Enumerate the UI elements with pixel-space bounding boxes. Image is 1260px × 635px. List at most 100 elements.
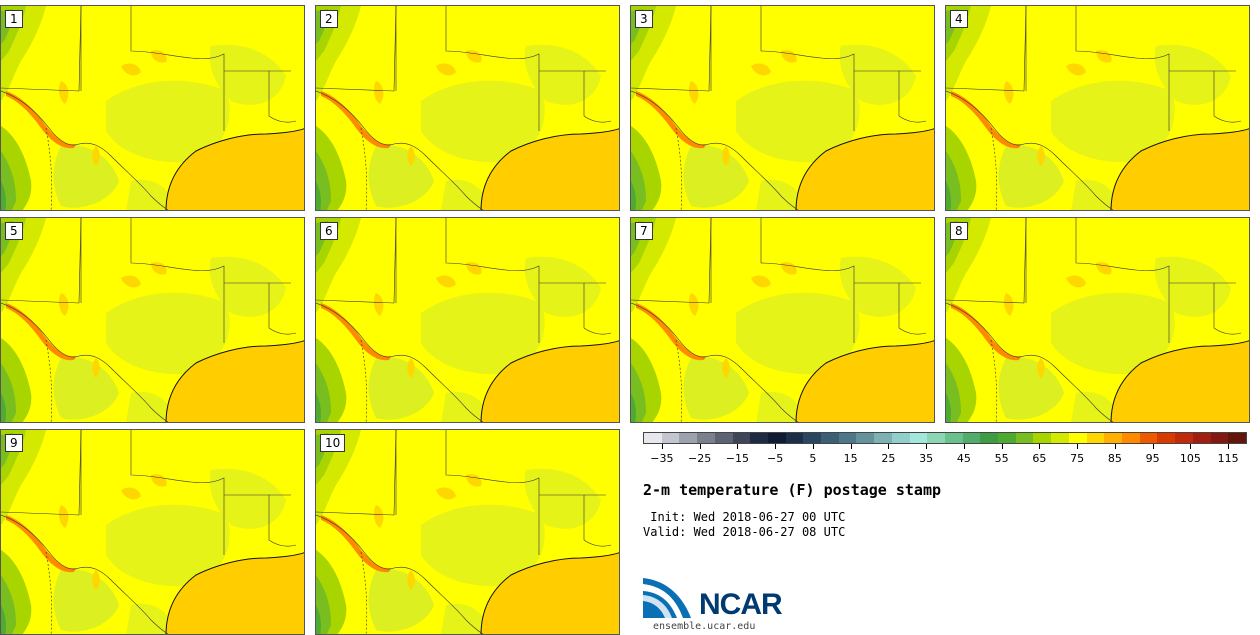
colorbar-segment — [891, 433, 910, 443]
ensemble-member-panel: 9 — [0, 429, 305, 635]
colorbar-tick-label: −5 — [767, 452, 784, 465]
member-number-label: 3 — [635, 10, 653, 28]
colorbar-segment — [1139, 433, 1158, 443]
colorbar-tick — [1228, 444, 1230, 449]
colorbar-tick — [1114, 444, 1116, 449]
ensemble-member-panel: 2 — [315, 5, 620, 211]
colorbar-segment — [1157, 433, 1176, 443]
colorbar-segment — [1121, 433, 1140, 443]
ensemble-member-panel: 5 — [0, 217, 305, 423]
colorbar-segment — [838, 433, 857, 443]
member-number-label: 6 — [320, 222, 338, 240]
colorbar-segment — [1015, 433, 1034, 443]
colorbar-tick-label: −15 — [725, 452, 749, 465]
ensemble-member-panel: 1 — [0, 5, 305, 211]
ensemble-member-panel: 6 — [315, 217, 620, 423]
colorbar-segment — [1210, 433, 1229, 443]
colorbar-tick — [1001, 444, 1003, 449]
member-number-label: 2 — [320, 10, 338, 28]
member-number-label: 9 — [5, 434, 23, 452]
colorbar-tick-label: −35 — [650, 452, 674, 465]
colorbar-segment — [1192, 433, 1211, 443]
colorbar-segment — [821, 433, 839, 443]
colorbar-segment — [1033, 433, 1052, 443]
temperature-map — [1, 6, 304, 210]
colorbar-tick — [1077, 444, 1079, 449]
logo-url: ensemble.ucar.edu — [653, 621, 756, 632]
colorbar-segment — [962, 433, 981, 443]
init-time: Init: Wed 2018-06-27 00 UTC — [643, 510, 846, 524]
member-number-label: 10 — [320, 434, 346, 452]
colorbar-tick-label: −25 — [688, 452, 712, 465]
colorbar-segment — [697, 433, 715, 443]
temperature-map — [631, 218, 934, 422]
temperature-map — [316, 6, 619, 210]
colorbar-segment — [998, 433, 1016, 443]
member-number-label: 4 — [950, 10, 968, 28]
temperature-map — [316, 430, 619, 634]
logo-name: NCAR — [699, 588, 783, 621]
temperature-map — [631, 6, 934, 210]
colorbar-segment — [1228, 433, 1246, 443]
colorbar-tick — [737, 444, 739, 449]
colorbar-tick — [1039, 444, 1041, 449]
colorbar-segment — [714, 433, 733, 443]
ncar-logo-icon — [643, 578, 691, 618]
ensemble-member-panel: 3 — [630, 5, 935, 211]
member-number-label: 1 — [5, 10, 23, 28]
colorbar-segment — [909, 433, 928, 443]
temperature-map — [946, 6, 1249, 210]
colorbar-tick — [1190, 444, 1192, 449]
colorbar-tick — [926, 444, 928, 449]
colorbar-tick-label: 75 — [1070, 452, 1085, 465]
temperature-map — [316, 218, 619, 422]
colorbar-tick — [661, 444, 663, 449]
colorbar-segment — [980, 433, 999, 443]
ensemble-member-panel: 7 — [630, 217, 935, 423]
colorbar-segment — [1051, 433, 1069, 443]
colorbar-segment — [856, 433, 875, 443]
colorbar-segment — [1086, 433, 1105, 443]
valid-time: Valid: Wed 2018-06-27 08 UTC — [643, 525, 846, 539]
temperature-map — [1, 218, 304, 422]
colorbar-tick-label: 45 — [956, 452, 971, 465]
colorbar-segment — [785, 433, 804, 443]
colorbar-tick-label: 115 — [1217, 452, 1239, 465]
colorbar-segment — [803, 433, 822, 443]
colorbar-segment — [767, 433, 786, 443]
colorbar-tick — [888, 444, 890, 449]
member-number-label: 5 — [5, 222, 23, 240]
colorbar-segment — [679, 433, 698, 443]
colorbar-tick — [775, 444, 777, 449]
colorbar-tick — [850, 444, 852, 449]
colorbar-tick — [812, 444, 814, 449]
colorbar-segment — [1068, 433, 1087, 443]
figure-title: 2-m temperature (F) postage stamp — [643, 481, 942, 499]
member-number-label: 7 — [635, 222, 653, 240]
colorbar-tick-label: 105 — [1179, 452, 1201, 465]
colorbar-tick-label: 55 — [994, 452, 1009, 465]
colorbar-tick-label: 95 — [1145, 452, 1160, 465]
colorbar-tick-label: 85 — [1107, 452, 1122, 465]
colorbar-tick-label: 35 — [919, 452, 934, 465]
colorbar-segment — [927, 433, 945, 443]
temperature-map — [946, 218, 1249, 422]
colorbar-tick — [1152, 444, 1154, 449]
colorbar-ticks: −35 −25 −15 −5 5 15 25 35 45 55 65 75 85 95 105 115 — [643, 444, 1247, 466]
ensemble-member-panel: 4 — [945, 5, 1250, 211]
colorbar-tick-label: 65 — [1032, 452, 1047, 465]
colorbar-segment — [750, 433, 768, 443]
colorbar-tick-label: 25 — [881, 452, 896, 465]
colorbar-tick — [963, 444, 965, 449]
colorbar-segment — [1104, 433, 1122, 443]
colorbar-segment — [644, 433, 662, 443]
colorbar-segment — [874, 433, 892, 443]
colorbar-tick-label: 15 — [843, 452, 858, 465]
colorbar-segment — [1175, 433, 1193, 443]
colorbar-tick-label: 5 — [809, 452, 817, 465]
member-number-label: 8 — [950, 222, 968, 240]
temperature-map — [1, 430, 304, 634]
colorbar-tick — [699, 444, 701, 449]
colorbar-segment — [732, 433, 751, 443]
colorbar-segment — [661, 433, 680, 443]
